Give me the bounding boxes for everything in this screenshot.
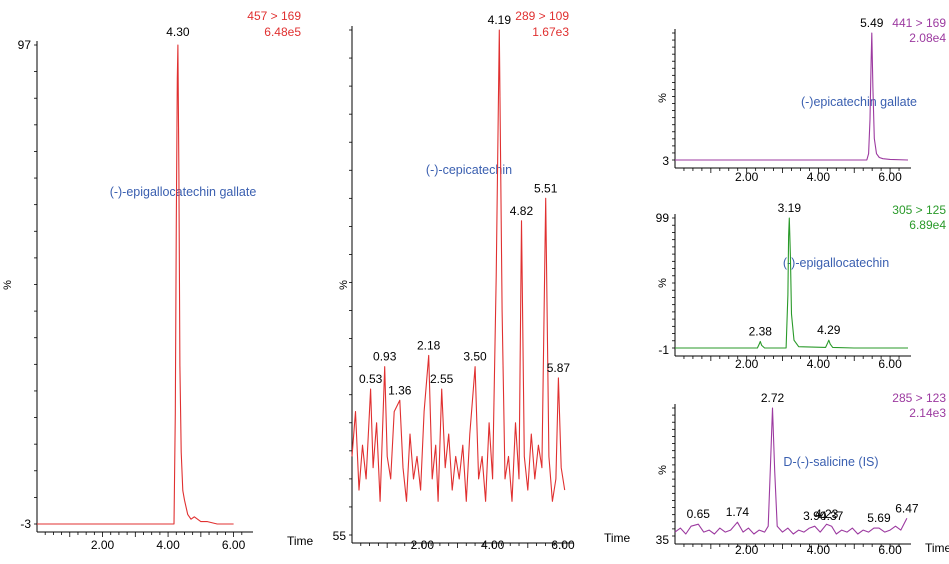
x-tick-label: 6.00 <box>878 357 902 371</box>
compound-name-label: (-)-cepicatechin <box>426 163 512 177</box>
x-tick-label: 2.00 <box>735 357 759 371</box>
y-axis-label: % <box>657 93 669 103</box>
x-tick-label: 6.00 <box>222 538 246 552</box>
x-tick-label: 6.00 <box>878 170 902 184</box>
peak-label: 5.51 <box>534 181 558 195</box>
intensity-label: 2.14e3 <box>909 406 946 420</box>
mrm-transition-label: 305 > 125 <box>892 203 946 217</box>
peak-label: 1.36 <box>388 383 412 397</box>
peak-label: 2.72 <box>761 391 785 405</box>
peak-label: 4.29 <box>817 323 841 337</box>
peak-label: 2.18 <box>417 338 441 352</box>
peak-label: 4.30 <box>166 25 190 39</box>
peak-label: 4.23 <box>815 507 839 521</box>
peak-label: 3.90 <box>803 509 827 523</box>
y-min-label: 3 <box>662 154 669 168</box>
peak-label: 5.49 <box>860 16 884 30</box>
x-axis-label: Time <box>287 534 314 548</box>
chromatogram-panel-1: 2.00 4.00 6.00 -3 97% Time 457 > 169 6.48e5 (-)-… <box>2 9 314 552</box>
peak-label: 4.82 <box>510 204 534 218</box>
x-tick-label: 4.00 <box>481 538 505 552</box>
peak-label: 6.47 <box>895 501 919 515</box>
y-max-label: 99 <box>656 211 670 225</box>
compound-name-label: (-)-epigallocatechin <box>783 256 889 270</box>
peak-label: 0.65 <box>687 507 711 521</box>
chromatogram-trace <box>675 32 909 161</box>
x-tick-label: 2.00 <box>735 543 759 557</box>
peak-label: 0.53 <box>359 372 383 386</box>
compound-name-label: (-)-epigallocatechin gallate <box>110 185 257 199</box>
x-tick-label: 4.00 <box>807 170 831 184</box>
x-tick-label: 6.00 <box>878 543 902 557</box>
intensity-label: 6.48e5 <box>264 25 301 39</box>
x-axis-label: Time <box>604 531 631 545</box>
intensity-label: 6.89e4 <box>909 218 946 232</box>
peak-label: 0.93 <box>373 350 397 364</box>
x-tick-label: 2.00 <box>411 538 435 552</box>
y-min-label: 35 <box>656 533 670 547</box>
intensity-label: 2.08e4 <box>909 31 946 45</box>
mrm-transition-label: 441 > 169 <box>892 16 946 30</box>
x-tick-label: 2.00 <box>735 170 759 184</box>
y-axis-label: % <box>338 280 350 290</box>
x-tick-label: 2.00 <box>91 538 115 552</box>
x-tick-label: 4.00 <box>807 357 831 371</box>
x-tick-label: 4.00 <box>807 543 831 557</box>
peak-label: 3.19 <box>778 201 802 215</box>
x-tick-label: 4.00 <box>156 538 180 552</box>
mrm-transition-label: 289 > 109 <box>515 9 569 23</box>
y-axis-label: % <box>2 280 14 290</box>
mrm-transition-label: 285 > 123 <box>892 391 946 405</box>
y-min-label: 55 <box>333 529 347 543</box>
y-min-label: -1 <box>658 343 669 357</box>
y-min-label: -3 <box>20 517 31 531</box>
y-axis-label: % <box>657 278 669 288</box>
x-axis-label: Time <box>925 541 949 555</box>
chromatogram-trace <box>351 29 566 502</box>
x-tick-label: 6.00 <box>551 538 575 552</box>
chromatogram-panel-2: 2.00 4.00 6.00 55% Time 289 > 109 1.67e3 (-)-ce… <box>333 9 631 552</box>
peak-label: 3.50 <box>463 350 487 364</box>
chromatogram-trace <box>674 407 908 535</box>
peak-label: 1.74 <box>726 505 750 519</box>
peak-label: 5.87 <box>547 361 571 375</box>
y-axis-label: % <box>657 465 669 475</box>
compound-name-label: D-(-)-salicine (IS) <box>783 455 878 469</box>
peak-label: 5.69 <box>867 511 891 525</box>
peak-label: 4.19 <box>488 13 512 27</box>
compound-name-label: (-)epicatechin gallate <box>801 95 917 109</box>
chromatogram-trace <box>675 217 908 349</box>
y-max-label: 97 <box>18 38 32 52</box>
chromatogram-trace <box>37 44 234 525</box>
peak-label: 2.38 <box>749 325 773 339</box>
mrm-transition-label: 457 > 169 <box>247 9 301 23</box>
peak-label: 4.37 <box>820 509 844 523</box>
intensity-label: 1.67e3 <box>532 25 569 39</box>
peak-label: 2.55 <box>430 372 454 386</box>
